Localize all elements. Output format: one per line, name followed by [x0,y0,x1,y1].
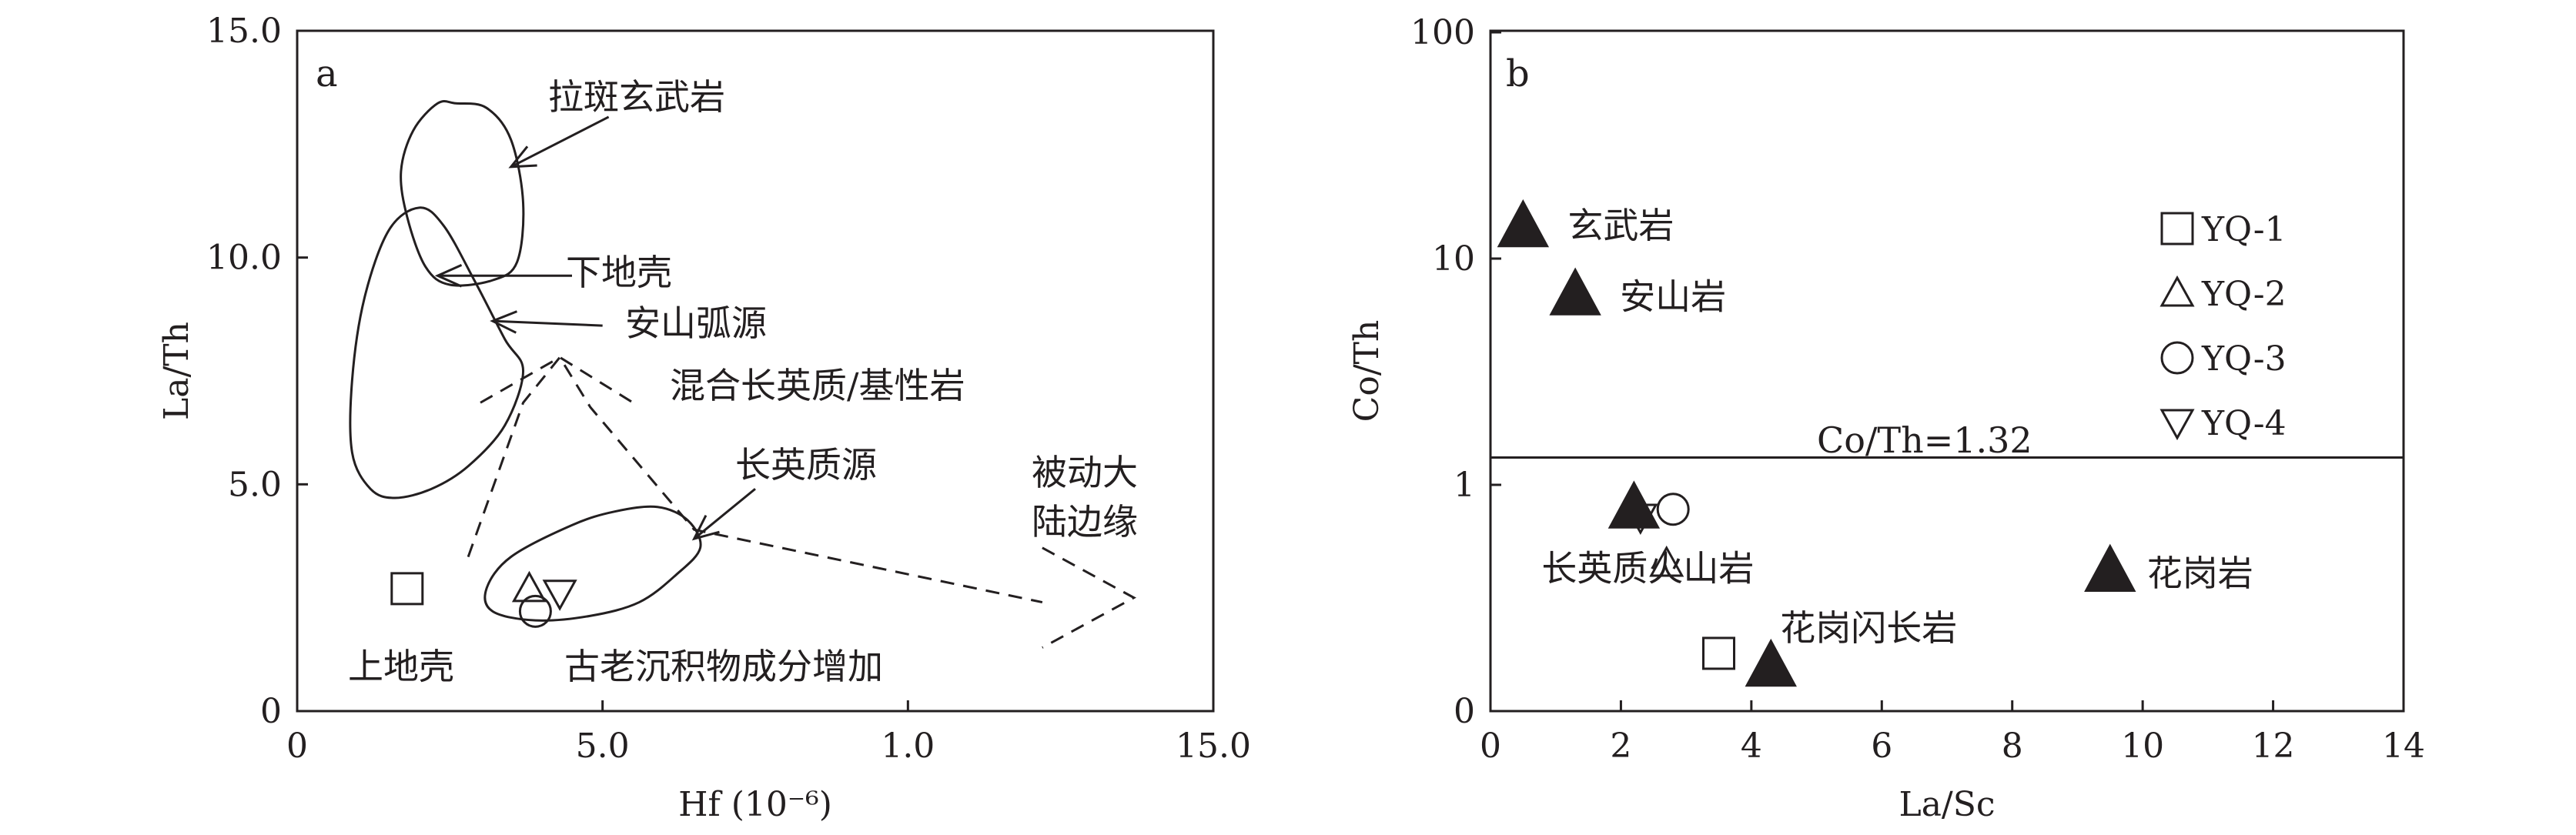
y-tick-label-a: 10.0 [206,239,282,278]
plot-area-b [1489,29,2405,713]
panel-b: 0 2 4 6 8 10 12 14 0 1 10 100 Co/Th=1.32 玄武岩安山岩长英质火… [1347,13,2425,824]
label-upper-crust: 上地壳 [348,646,454,687]
x-tick-label-b: 12 [2252,726,2295,766]
x-tick-label-b: 14 [2382,726,2425,766]
field-region [349,206,525,499]
y-tick-label-a: 5.0 [228,465,282,504]
x-tick-label-b: 0 [1480,726,1501,766]
legend-label: YQ-4 [2201,404,2287,443]
y-tick-label-b: 1 [1454,466,1475,505]
reference-rock-marker [1497,199,1550,248]
label-passive-margin-2: 陆边缘 [1032,501,1138,543]
arrow-head [508,145,537,169]
sample-point-yq-3 [518,594,552,628]
panel-label-a: a [316,52,338,95]
sample-point-yq-3 [1656,493,1690,526]
label-tholeiitic-basalt: 拉斑玄武岩 [548,76,725,118]
trends-a [467,355,1137,649]
plot-area-a [296,29,1215,713]
reference-rock-label: 花岗闪长岩 [1780,607,1957,649]
legend-marker [2159,275,2195,307]
sample-point-yq-1 [1702,636,1735,670]
y-axis-label-b: Co/Th [1347,320,1387,423]
label-felsic-source: 长英质源 [735,444,877,486]
reference-rock-marker [1549,267,1601,316]
legend-label: YQ-3 [2201,339,2287,379]
x-tick-label-a: 15.0 [1176,726,1251,766]
reference-rock-label: 安山岩 [1620,276,1726,318]
ticks-a: 0 5.0 1.0 15.0 0 5.0 10.0 15.0 [206,12,1251,766]
sample-point-yq-2 [1649,545,1684,577]
field-region [483,505,702,622]
legend-marker [2160,212,2194,245]
reference-rock-marker [1745,638,1797,687]
points-a [390,570,577,628]
x-tick-label-b: 6 [1871,726,1892,766]
sample-point-yq-4 [542,579,577,611]
sample-point-yq-2 [511,570,547,603]
y-tick-label-a: 0 [260,692,282,731]
reference-rock-label: 花岗岩 [2147,553,2253,594]
x-tick-label-b: 4 [1741,726,1762,766]
y-tick-label-b: 0 [1454,692,1475,731]
legend: YQ-1 YQ-2 YQ-3 YQ-4 [2159,210,2287,443]
pointer-arrow [510,115,610,169]
reference-line-label: Co/Th=1.32 [1817,419,2032,461]
label-lower-crust: 下地壳 [566,252,672,293]
arrow-head [434,264,463,288]
arrows-a [434,115,756,541]
trend-line [1042,546,1137,649]
arrow-head [490,310,518,334]
y-tick-label-b: 10 [1432,239,1475,279]
regions-a [349,99,702,622]
arrow-head [691,515,720,541]
ticks-b: 0 2 4 6 8 10 12 14 0 1 10 100 [1410,13,2425,766]
x-tick-label-a: 1.0 [881,726,935,766]
sample-point-yq-1 [390,572,424,606]
pointer-arrow [492,319,603,327]
x-axis-label-a: Hf (10⁻⁶) [678,785,832,824]
panel-a: 0 5.0 1.0 15.0 0 5.0 10.0 15.0 a Hf (10⁻⁶) La/T… [157,12,1251,824]
legend-marker [2160,341,2194,375]
label-old-sediment: 古老沉积物成分增加 [564,646,883,687]
label-passive-margin-1: 被动大 [1032,452,1138,493]
legend-label: YQ-1 [2201,210,2287,249]
points-b [1623,493,1735,670]
field-region [400,99,525,287]
legend-label: YQ-2 [2201,275,2287,314]
reference-rock-marker [2084,543,2136,592]
x-axis-label-b: La/Sc [1899,785,1995,824]
y-tick-label-b: 100 [1410,13,1475,52]
pointer-arrow [693,488,756,540]
label-mixed-felsic-basic: 混合长英质/基性岩 [670,365,965,406]
panel-label-b: b [1506,52,1530,95]
trend-line [480,356,634,404]
legend-marker [2159,409,2195,441]
sample-point-yq-4 [1623,503,1658,536]
x-tick-label-b: 8 [2002,726,2023,766]
y-tick-label-a: 15.0 [206,12,282,51]
x-tick-label-b: 2 [1610,726,1631,766]
label-andesitic-arc: 安山弧源 [625,302,767,344]
x-tick-label-b: 10 [2121,726,2164,766]
x-tick-label-a: 0 [286,726,308,766]
reference-rock-label: 长英质火山岩 [1541,547,1754,589]
x-tick-label-a: 5.0 [576,726,630,766]
y-axis-label-a: La/Th [157,322,196,420]
reference-rock-label: 玄武岩 [1567,205,1674,246]
